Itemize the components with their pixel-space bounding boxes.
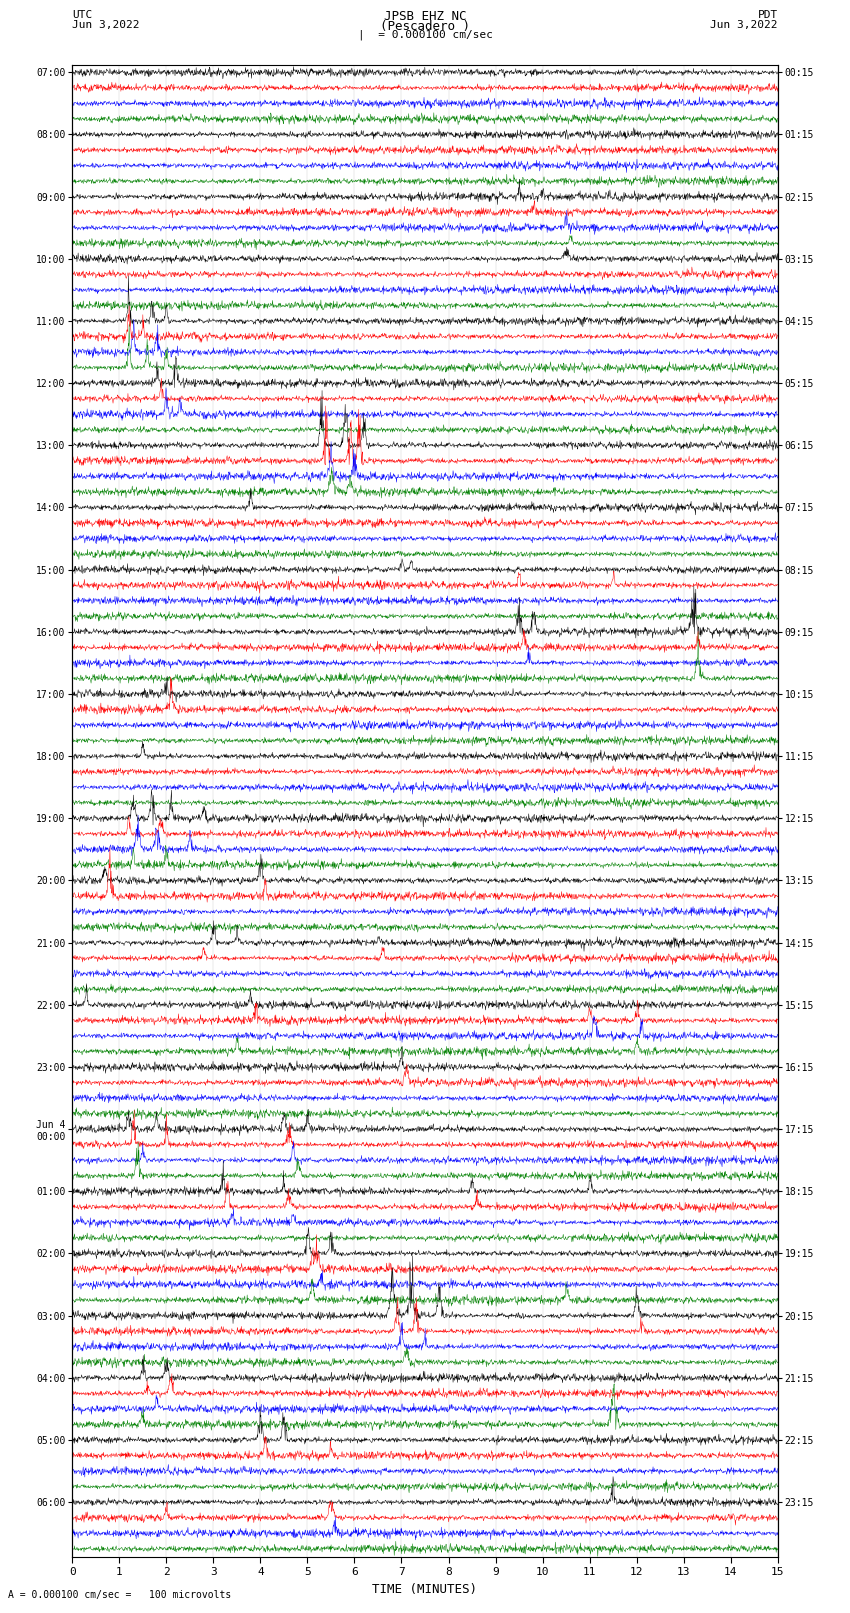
Text: Jun 3,2022: Jun 3,2022 <box>711 19 778 31</box>
Text: A = 0.000100 cm/sec =   100 microvolts: A = 0.000100 cm/sec = 100 microvolts <box>8 1590 232 1600</box>
Text: JPSB EHZ NC: JPSB EHZ NC <box>383 11 467 24</box>
Text: |  = 0.000100 cm/sec: | = 0.000100 cm/sec <box>358 31 492 40</box>
Text: (Pescadero ): (Pescadero ) <box>380 19 470 34</box>
Text: PDT: PDT <box>757 11 778 21</box>
Text: UTC: UTC <box>72 11 93 21</box>
X-axis label: TIME (MINUTES): TIME (MINUTES) <box>372 1582 478 1595</box>
Text: Jun 3,2022: Jun 3,2022 <box>72 19 139 31</box>
